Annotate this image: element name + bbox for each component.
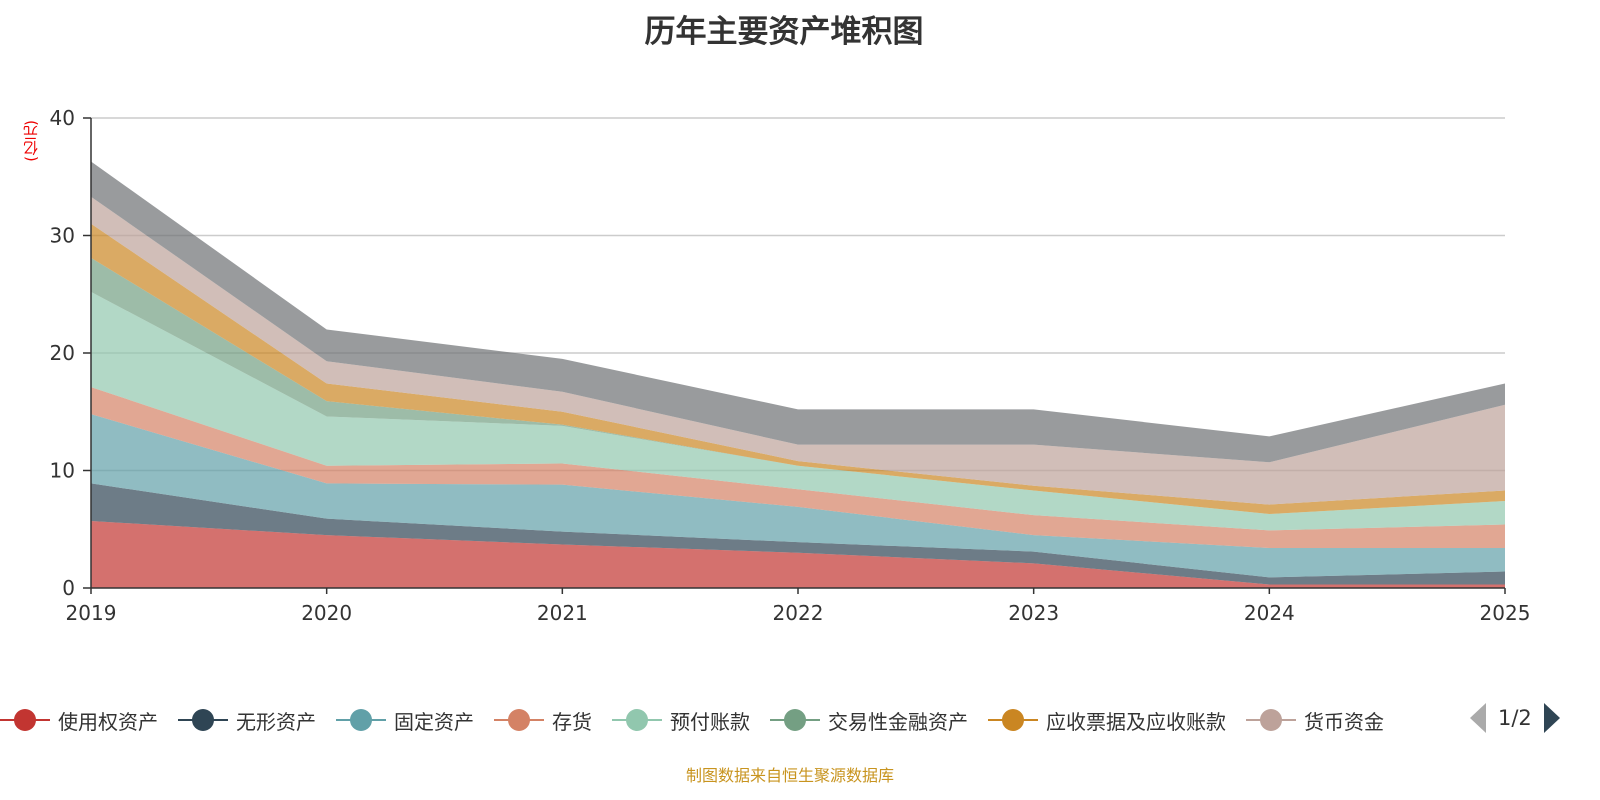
area-series-5 xyxy=(91,291,1505,531)
legend-marker-icon xyxy=(336,709,386,731)
y-tick-label: 0 xyxy=(62,576,75,600)
area-series-1 xyxy=(91,521,1505,588)
legend-label: 货币资金 xyxy=(1304,709,1384,734)
legend-page-indicator: 1/2 xyxy=(1498,706,1532,730)
legend-prev-icon[interactable] xyxy=(1470,703,1486,733)
legend-label: 无形资产 xyxy=(236,709,316,734)
legend-marker-icon xyxy=(0,709,50,731)
y-tick-label: 30 xyxy=(50,224,75,248)
legend-marker-icon xyxy=(612,709,662,731)
x-tick-label: 2020 xyxy=(301,601,352,625)
legend: 使用权资产 无形资产 固定资产 存货 预付账款 交易性金融资产 应收票据及应收账款 货币资金 xyxy=(0,703,1460,737)
data-source-footer: 制图数据来自恒生聚源数据库 xyxy=(685,766,894,785)
legend-item[interactable]: 交易性金融资产 xyxy=(770,706,968,735)
legend-marker-icon xyxy=(178,709,228,731)
x-tick-label: 2023 xyxy=(1008,601,1059,625)
legend-marker-icon xyxy=(494,709,544,731)
x-tick-label: 2025 xyxy=(1480,601,1531,625)
legend-item[interactable]: 应收票据及应收账款 xyxy=(988,706,1226,735)
y-tick-label: 20 xyxy=(50,341,75,365)
chart-title: 历年主要资产堆积图 xyxy=(644,14,924,50)
area-series-4 xyxy=(91,387,1505,549)
plot-area: 0 10 20 30 40 2019 2020 2021 2022 2023 2024 2025 xyxy=(50,106,1531,625)
legend-label: 交易性金融资产 xyxy=(828,709,968,734)
legend-item[interactable]: 使用权资产 xyxy=(0,706,158,735)
legend-pager: 1/2 xyxy=(1470,703,1560,733)
legend-label: 预付账款 xyxy=(670,709,750,734)
area-series-3 xyxy=(91,414,1505,578)
legend-marker-icon xyxy=(770,709,820,731)
legend-item[interactable]: 存货 xyxy=(494,706,592,735)
legend-marker-icon xyxy=(988,709,1038,731)
area-series-9 xyxy=(91,161,1505,463)
legend-next-icon[interactable] xyxy=(1543,703,1560,733)
area-series-8 xyxy=(91,196,1505,505)
legend-item[interactable]: 预付账款 xyxy=(612,706,750,735)
x-tick-label: 2024 xyxy=(1244,601,1295,625)
legend-label: 应收票据及应收账款 xyxy=(1046,709,1226,734)
x-tick-label: 2019 xyxy=(66,601,117,625)
legend-label: 使用权资产 xyxy=(58,709,158,734)
legend-label: 固定资产 xyxy=(394,709,474,734)
legend-item[interactable]: 固定资产 xyxy=(336,706,474,735)
area-series-2 xyxy=(91,483,1505,585)
legend-item[interactable]: 货币资金 xyxy=(1246,706,1384,735)
legend-item[interactable]: 无形资产 xyxy=(178,706,316,735)
legend-marker-icon xyxy=(1246,709,1296,731)
x-tick-label: 2022 xyxy=(773,601,824,625)
y-tick-label: 10 xyxy=(50,459,75,483)
x-tick-label: 2021 xyxy=(537,601,588,625)
y-tick-label: 40 xyxy=(50,106,75,130)
legend-label: 存货 xyxy=(552,709,592,734)
